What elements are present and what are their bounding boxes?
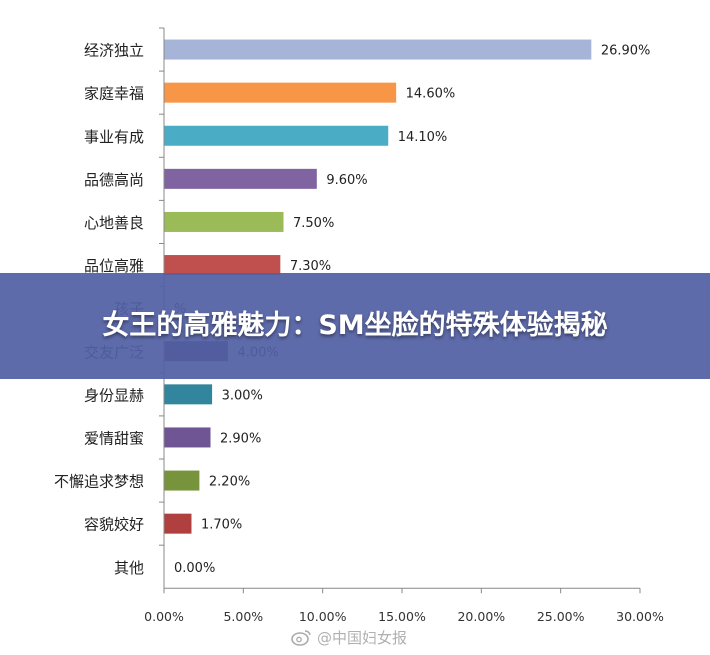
- watermark: @中国妇女报: [290, 625, 407, 649]
- category-label: 身份显赫: [84, 386, 144, 404]
- x-tick-label: 30.00%: [616, 609, 664, 624]
- bar: [164, 125, 389, 146]
- data-label: 9.60%: [326, 173, 367, 188]
- data-label: 3.00%: [222, 388, 263, 403]
- category-label: 经济独立: [84, 42, 144, 60]
- data-label: 14.60%: [406, 87, 456, 102]
- bar: [164, 513, 192, 534]
- data-label: 26.90%: [601, 44, 651, 59]
- category-label: 心地善良: [84, 214, 144, 232]
- x-tick-label: 5.00%: [223, 609, 263, 624]
- bar: [164, 39, 592, 60]
- watermark-text: @中国妇女报: [317, 628, 408, 647]
- data-label: 0.00%: [174, 561, 215, 576]
- bar: [164, 427, 211, 448]
- category-label: 容貌姣好: [84, 516, 144, 534]
- x-tick-label: 25.00%: [537, 609, 585, 624]
- data-label: 2.20%: [209, 475, 250, 490]
- category-label: 品德高尚: [84, 171, 144, 189]
- data-label: 1.70%: [201, 518, 242, 533]
- banner-title: 女王的高雅魅力：SM坐脸的特殊体验揭秘: [102, 310, 608, 341]
- data-label: 7.50%: [293, 216, 334, 231]
- weibo-icon: [291, 630, 311, 646]
- data-label: 14.10%: [398, 130, 448, 145]
- category-label: 爱情甜蜜: [84, 429, 144, 447]
- title-banner: 女王的高雅魅力：SM坐脸的特殊体验揭秘: [0, 273, 710, 379]
- category-label: 家庭幸福: [84, 85, 144, 103]
- category-label: 其他: [114, 559, 144, 577]
- x-tick-label: 0.00%: [144, 609, 184, 624]
- x-tick-label: 20.00%: [457, 609, 505, 624]
- x-tick-label: 15.00%: [378, 609, 426, 624]
- category-label: 事业有成: [84, 128, 144, 146]
- bar: [164, 255, 281, 276]
- data-label: 7.30%: [290, 259, 331, 274]
- bar: [164, 384, 213, 405]
- bar: [164, 470, 200, 491]
- bar: [164, 82, 397, 103]
- category-label: 不懈追求梦想: [54, 473, 144, 491]
- bar: [164, 211, 284, 232]
- x-tick-label: 10.00%: [299, 609, 347, 624]
- data-label: 2.90%: [220, 431, 261, 446]
- bar: [164, 168, 317, 189]
- category-label: 品位高雅: [84, 257, 144, 275]
